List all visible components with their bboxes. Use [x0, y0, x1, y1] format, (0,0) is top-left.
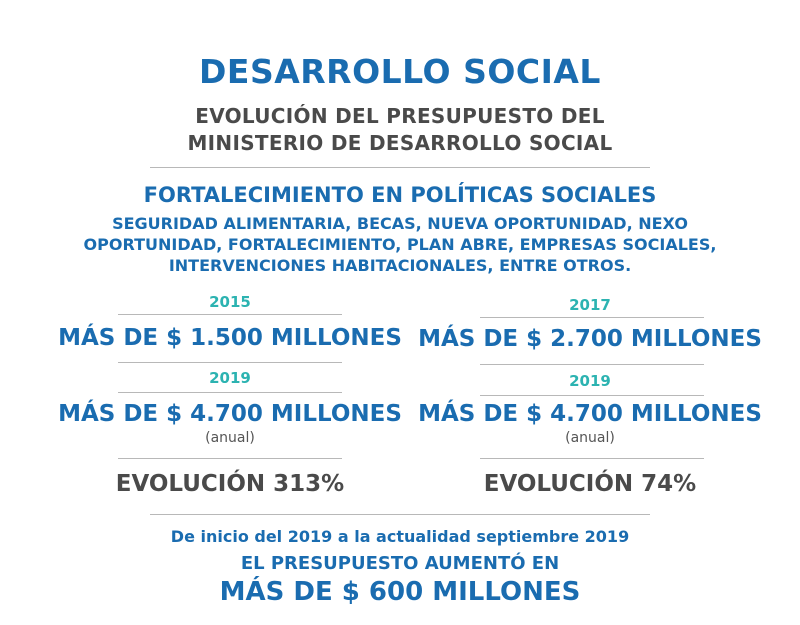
right-evolution: EVOLUCIÓN 74%: [483, 471, 697, 497]
right-year-b: 2019: [569, 372, 611, 390]
left-divider-1: [118, 314, 342, 315]
left-divider-2: [118, 362, 342, 363]
header-divider: [150, 167, 650, 168]
right-divider-3: [480, 395, 704, 396]
footer-increase-label: EL PRESUPUESTO AUMENTÓ EN: [240, 553, 560, 574]
right-amount-a: MÁS DE $ 2.700 MILLONES: [418, 326, 762, 352]
footer-period: De inicio del 2019 a la actualidad septi…: [170, 527, 630, 546]
footer-increase-amount: MÁS DE $ 600 MILLONES: [219, 577, 581, 607]
right-year-a: 2017: [569, 296, 611, 314]
right-note-annual: (anual): [565, 430, 615, 446]
subtitle-line-2: MINISTERIO DE DESARROLLO SOCIAL: [187, 131, 613, 155]
page-title: DESARROLLO SOCIAL: [199, 52, 601, 91]
right-divider-2: [480, 364, 704, 365]
left-evolution: EVOLUCIÓN 313%: [115, 471, 345, 497]
left-divider-3: [118, 392, 342, 393]
left-amount-b: MÁS DE $ 4.700 MILLONES: [58, 401, 402, 427]
left-year-a: 2015: [209, 293, 251, 311]
left-amount-a: MÁS DE $ 1.500 MILLONES: [58, 325, 402, 351]
right-amount-b: MÁS DE $ 4.700 MILLONES: [418, 401, 762, 427]
programs-line-2: OPORTUNIDAD, FORTALECIMIENTO, PLAN ABRE,…: [83, 235, 717, 254]
programs-line-3: INTERVENCIONES HABITACIONALES, ENTRE OTR…: [168, 256, 632, 275]
left-year-b: 2019: [209, 369, 251, 387]
footer-divider: [150, 514, 650, 515]
subtitle-line-1: EVOLUCIÓN DEL PRESUPUESTO DEL: [195, 104, 605, 128]
left-divider-4: [118, 458, 342, 459]
right-divider-4: [480, 458, 704, 459]
policies-title: FORTALECIMIENTO EN POLÍTICAS SOCIALES: [143, 183, 657, 207]
left-note-annual: (anual): [205, 430, 255, 446]
programs-line-1: SEGURIDAD ALIMENTARIA, BECAS, NUEVA OPOR…: [112, 214, 688, 233]
right-divider-1: [480, 317, 704, 318]
